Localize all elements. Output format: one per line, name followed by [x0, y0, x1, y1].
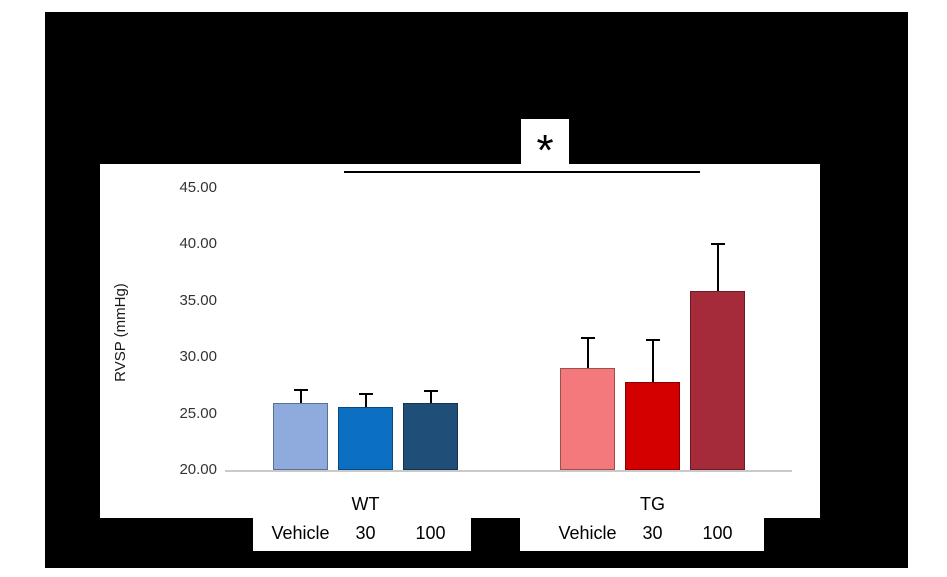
- y-axis-title: RVSP (mmHg): [110, 245, 130, 420]
- bar-wt-100: [403, 403, 458, 470]
- error-cap-wt-vehicle: [293, 388, 308, 391]
- error-cap-tg-30: [645, 339, 660, 342]
- error-whisker-wt-100: [429, 391, 432, 404]
- error-whisker-tg-30: [651, 340, 654, 382]
- x-tick-label-wt-vehicle: Vehicle: [271, 523, 330, 543]
- x-tick-label-wt-100: 100: [415, 523, 446, 543]
- y-tick-label: 45.00: [179, 179, 217, 196]
- y-tick-label: 35.00: [179, 291, 217, 309]
- group-label-tg: TG: [640, 494, 665, 514]
- error-whisker-wt-vehicle: [299, 389, 302, 404]
- bar-wt-vehicle: [273, 403, 328, 470]
- plot-area: [225, 188, 792, 472]
- bar-wt-30: [338, 406, 393, 470]
- y-tick-label: 30.00: [179, 348, 217, 366]
- error-whisker-wt-30: [364, 394, 367, 407]
- error-whisker-tg-100: [716, 244, 719, 291]
- error-cap-tg-100: [710, 243, 725, 246]
- y-tick-label: 25.00: [179, 404, 217, 422]
- y-tick-label: 40.00: [179, 235, 217, 253]
- x-tick-label-tg-vehicle: Vehicle: [558, 523, 617, 543]
- bar-tg-100: [690, 290, 745, 470]
- error-cap-wt-100: [423, 390, 438, 393]
- y-tick-label: 20.00: [179, 461, 217, 478]
- significance-marker-box: *: [521, 119, 569, 172]
- y-axis-title-text: RVSP (mmHg): [111, 283, 129, 382]
- x-label-strip-left: [253, 518, 471, 551]
- x-tick-label-wt-30: 30: [355, 523, 376, 543]
- significance-asterisk: *: [536, 125, 554, 175]
- error-cap-wt-30: [358, 393, 373, 396]
- significance-line: [344, 171, 700, 173]
- bar-tg-vehicle: [560, 368, 615, 470]
- group-label-wt: WT: [351, 494, 380, 514]
- x-label-strip-right: [520, 518, 764, 551]
- bar-tg-30: [625, 382, 680, 470]
- x-tick-label-tg-100: 100: [702, 523, 733, 543]
- error-cap-tg-vehicle: [580, 337, 595, 340]
- error-whisker-tg-vehicle: [586, 338, 589, 369]
- x-tick-label-tg-30: 30: [642, 523, 663, 543]
